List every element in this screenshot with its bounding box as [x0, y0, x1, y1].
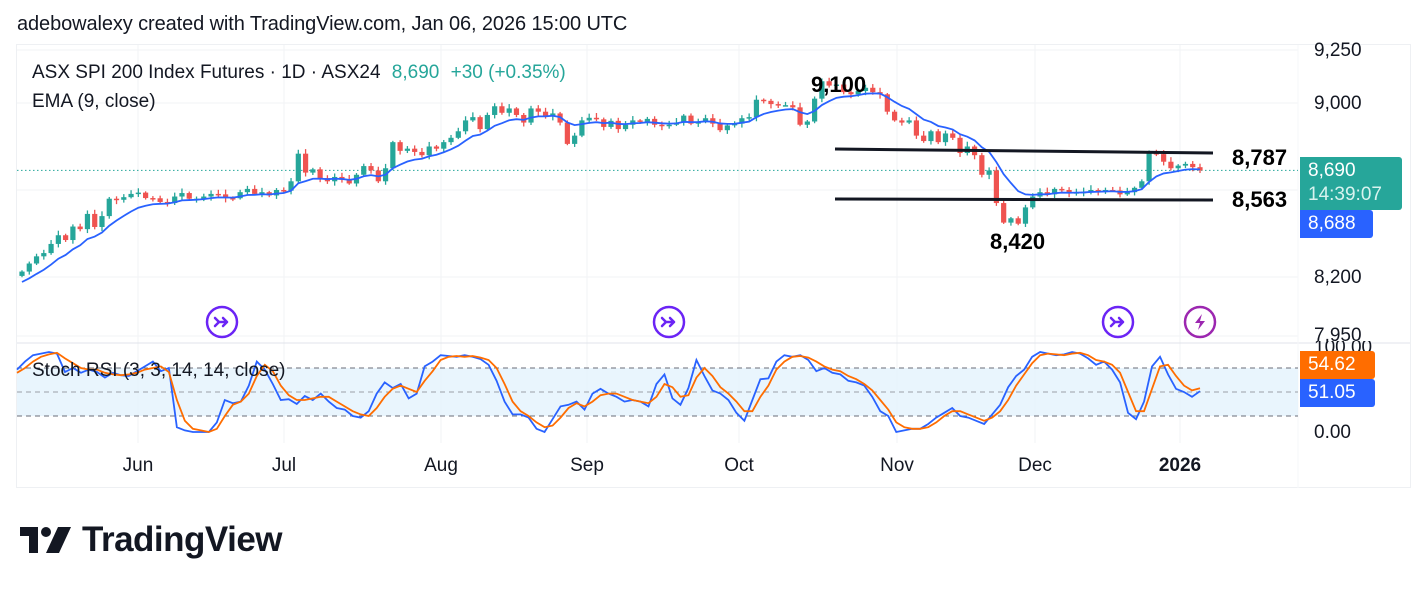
chart-frame	[16, 44, 1411, 488]
stoch-d-badge: 54.62	[1300, 351, 1375, 379]
tradingview-logo-text: TradingView	[82, 520, 283, 559]
tradingview-logo[interactable]: TradingView	[20, 520, 283, 560]
ema-value-badge: 8,688	[1300, 210, 1373, 238]
annotation-high: 9,100	[811, 72, 867, 97]
dividend-event-icon[interactable]	[205, 305, 239, 339]
x-tick-jun: Jun	[122, 455, 154, 476]
annotation-resistance: 8,787	[1232, 145, 1288, 170]
annotation-support: 8,563	[1232, 187, 1288, 212]
price-tick-7950: 7,950	[1314, 325, 1362, 346]
bar-countdown: 14:39:07	[1308, 184, 1382, 205]
stoch-rsi-legend[interactable]: Stoch RSI (3, 3, 14, 14, close)	[32, 360, 286, 381]
x-tick-nov: Nov	[880, 455, 914, 476]
price-tick-8200: 8,200	[1314, 267, 1362, 288]
x-tick-aug: Aug	[424, 455, 458, 476]
symbol-row[interactable]: ASX SPI 200 Index Futures · 1D · ASX24 8…	[32, 60, 566, 89]
x-tick-oct: Oct	[724, 455, 754, 476]
x-tick-sep: Sep	[570, 455, 604, 476]
stoch-k-badge: 51.05	[1300, 379, 1375, 407]
annotation-low: 8,420	[990, 229, 1046, 254]
x-tick-jul: Jul	[271, 455, 297, 476]
chart-credit: adebowalexy created with TradingView.com…	[17, 13, 628, 35]
stoch-tick-100: 100.00	[1314, 341, 1372, 351]
lightning-event-icon[interactable]	[1183, 305, 1217, 339]
symbol-title: ASX SPI 200 Index Futures · 1D · ASX24	[32, 62, 381, 83]
x-tick-dec: Dec	[1018, 455, 1052, 476]
last-price-badge-value: 8,690	[1308, 160, 1356, 181]
chart-legend: ASX SPI 200 Index Futures · 1D · ASX24 8…	[32, 60, 566, 118]
dividend-event-icon[interactable]	[1101, 305, 1135, 339]
price-tick-9250: 9,250	[1314, 40, 1362, 61]
tradingview-logo-icon	[20, 527, 71, 553]
ema-legend[interactable]: EMA (9, close)	[32, 91, 156, 112]
price-change: +30 (+0.35%)	[450, 62, 566, 83]
x-tick-2026: 2026	[1158, 455, 1202, 476]
stoch-tick-100-text: 100.00	[1314, 341, 1372, 351]
dividend-event-icon[interactable]	[652, 305, 686, 339]
last-price-badge: 8,690 14:39:07	[1300, 157, 1402, 210]
last-price: 8,690	[391, 62, 440, 83]
price-tick-9000: 9,000	[1314, 93, 1362, 114]
stoch-tick-0: 0.00	[1314, 422, 1351, 443]
